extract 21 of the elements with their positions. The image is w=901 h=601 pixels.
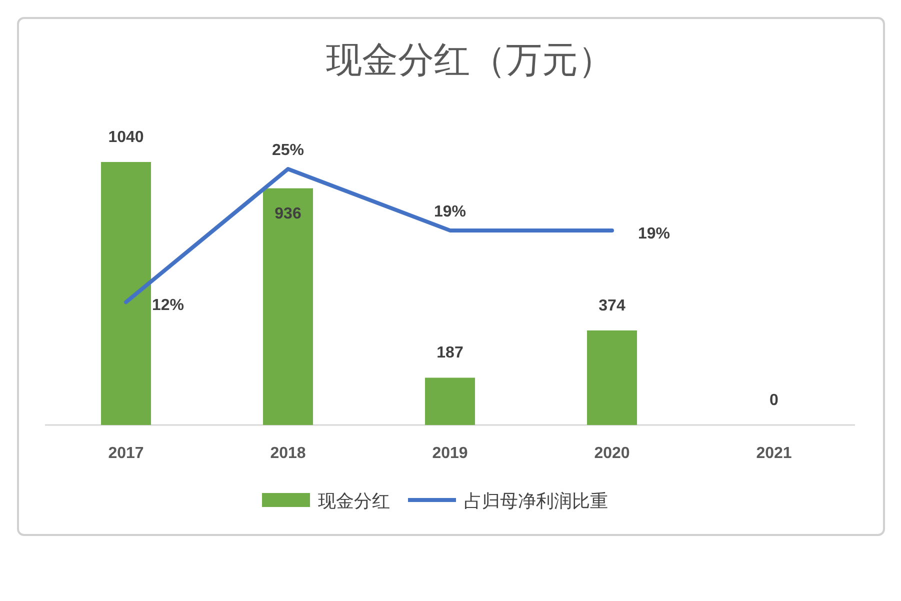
data-label: 187 [436, 344, 464, 362]
bar [263, 188, 313, 425]
data-label: 25% [272, 142, 304, 159]
data-label: 12% [152, 297, 184, 314]
data-label: 0 [770, 392, 779, 409]
x-tick-label: 2018 [270, 445, 306, 462]
title: 现金分红（万元） [326, 40, 614, 81]
bar [425, 378, 475, 425]
bar [587, 330, 637, 425]
data-label: 19% [434, 203, 466, 220]
legend-label: 现金分红 [318, 491, 390, 512]
data-label: 1040 [108, 129, 144, 146]
x-tick-label: 2017 [108, 445, 144, 462]
data-label: 936 [274, 205, 302, 222]
data-label: 374 [598, 297, 626, 314]
data-label: 19% [638, 225, 670, 242]
legend-label: 占归母净利润比重 [464, 491, 608, 512]
x-tick-label: 2021 [756, 445, 792, 462]
x-tick-label: 2019 [432, 445, 468, 462]
x-tick-label: 2020 [594, 445, 630, 462]
bar [101, 162, 151, 425]
